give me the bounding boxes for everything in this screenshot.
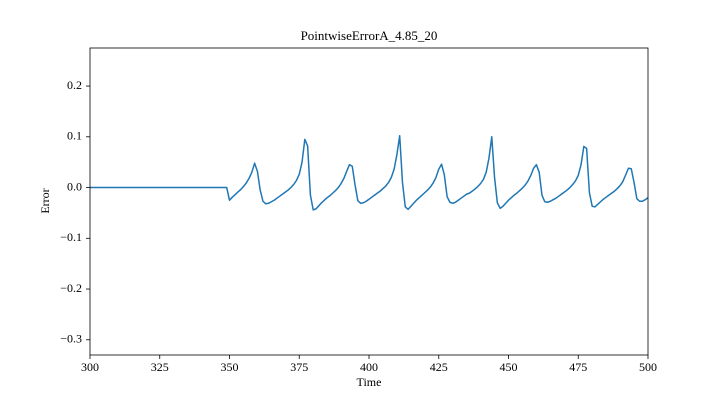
x-axis-label: Time	[357, 375, 382, 389]
x-tick-label: 400	[360, 360, 378, 374]
y-tick-label: −0.1	[60, 230, 82, 244]
y-tick-label: 0.1	[67, 129, 82, 143]
x-tick-label: 325	[151, 360, 169, 374]
y-tick-label: 0.0	[67, 179, 82, 193]
data-line	[90, 135, 649, 211]
y-tick-label: −0.3	[60, 332, 82, 346]
x-tick-label: 425	[430, 360, 448, 374]
chart-title: PointwiseErrorA_4.85_20	[301, 28, 438, 43]
x-tick-label: 500	[639, 360, 657, 374]
x-tick-label: 475	[569, 360, 587, 374]
plot-frame	[89, 47, 649, 356]
x-tick-label: 375	[290, 360, 308, 374]
y-tick-label: −0.2	[60, 281, 82, 295]
x-tick-label: 350	[221, 360, 239, 374]
y-tick-label: 0.2	[67, 78, 82, 92]
x-tick-label: 300	[81, 360, 99, 374]
x-tick-label: 450	[500, 360, 518, 374]
y-axis-label: Error	[38, 188, 52, 213]
